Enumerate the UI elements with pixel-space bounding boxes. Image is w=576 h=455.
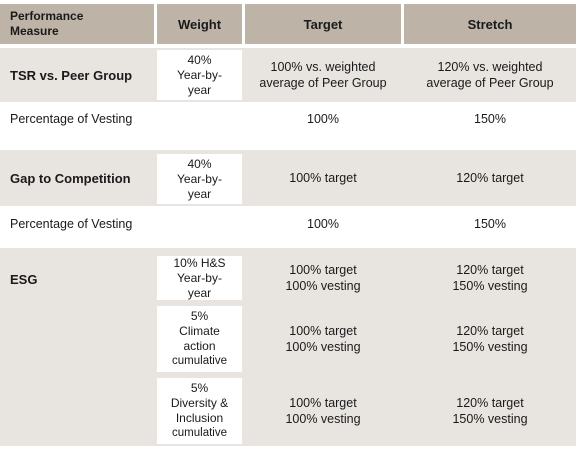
table-row-tsr: TSR vs. Peer Group 40% Year-by- year 100…	[0, 48, 576, 102]
header-stretch: Stretch	[404, 4, 576, 44]
weight-esg-hs: 10% H&S Year-by- year	[157, 256, 242, 300]
target-gap-vesting: 100%	[307, 217, 339, 231]
header-divider	[242, 4, 245, 44]
measure-esg: ESG	[10, 272, 38, 287]
header-weight: Weight	[157, 4, 242, 44]
stretch-gap: 120% target	[456, 171, 524, 185]
header-divider	[401, 4, 404, 44]
stretch-esg-climate: 120% target 150% vesting	[452, 324, 528, 354]
weight-esg-climate: 5% Climate action cumulative	[157, 306, 242, 372]
table-row-esg-climate: 5% Climate action cumulative 100% target…	[0, 306, 576, 372]
target-esg-hs: 100% target 100% vesting	[285, 263, 361, 293]
measure-gap-vesting: Percentage of Vesting	[10, 217, 133, 231]
target-esg-diversity: 100% target 100% vesting	[285, 396, 361, 426]
stretch-tsr: 120% vs. weighted average of Peer Group	[426, 60, 554, 90]
weight-esg-diversity: 5% Diversity & Inclusion cumulative	[157, 378, 242, 444]
tsr-band	[0, 48, 576, 102]
stretch-gap-vesting: 150%	[474, 217, 506, 231]
stretch-esg-hs: 120% target 150% vesting	[452, 263, 528, 293]
table-row-esg-hs: 10% H&S Year-by- year 100% target 100% v…	[0, 256, 576, 300]
measure-tsr-vesting: Percentage of Vesting	[10, 112, 133, 126]
target-gap: 100% target	[289, 171, 357, 185]
table-row-gap: Gap to Competition 40% Year-by- year 100…	[0, 150, 576, 206]
stretch-tsr-vesting: 150%	[474, 112, 506, 126]
measure-gap: Gap to Competition	[10, 170, 131, 186]
header-performance-measure: Performance Measure	[0, 4, 154, 44]
table-row-tsr-vesting: Percentage of Vesting 100% 150%	[0, 102, 576, 136]
measure-tsr: TSR vs. Peer Group	[10, 67, 133, 83]
table-row-esg-diversity: 5% Diversity & Inclusion cumulative 100%…	[0, 378, 576, 444]
weight-gap: 40% Year-by- year	[157, 154, 242, 204]
header-divider	[154, 4, 157, 44]
table-header: Performance Measure Weight Target Stretc…	[0, 4, 576, 44]
gap-band	[0, 150, 576, 206]
table-row-esg: ESG	[0, 248, 576, 446]
weight-tsr: 40% Year-by- year	[157, 50, 242, 100]
target-tsr-vesting: 100%	[307, 112, 339, 126]
header-target: Target	[245, 4, 401, 44]
table-row-gap-vesting: Percentage of Vesting 100% 150%	[0, 206, 576, 242]
target-esg-climate: 100% target 100% vesting	[285, 324, 361, 354]
target-tsr: 100% vs. weighted average of Peer Group	[259, 60, 387, 90]
esg-band	[0, 248, 576, 446]
stretch-esg-diversity: 120% target 150% vesting	[452, 396, 528, 426]
